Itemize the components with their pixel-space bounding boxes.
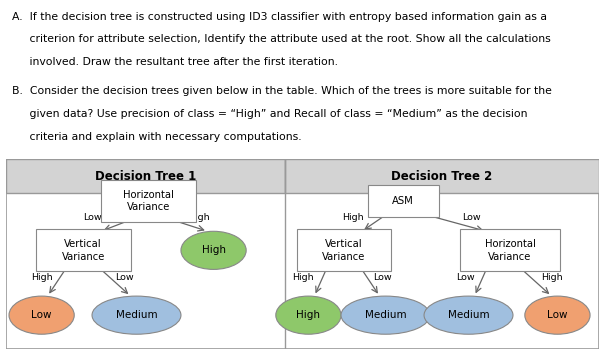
Text: Low: Low bbox=[547, 310, 567, 320]
FancyBboxPatch shape bbox=[296, 229, 391, 271]
FancyBboxPatch shape bbox=[36, 229, 131, 271]
FancyBboxPatch shape bbox=[6, 159, 285, 193]
Text: Vertical
Variance: Vertical Variance bbox=[62, 239, 105, 262]
Text: High: High bbox=[296, 310, 321, 320]
Text: Medium: Medium bbox=[116, 310, 157, 320]
Text: High: High bbox=[292, 273, 313, 282]
Text: Medium: Medium bbox=[448, 310, 489, 320]
Text: Low: Low bbox=[462, 214, 481, 222]
Text: High: High bbox=[342, 214, 364, 222]
Ellipse shape bbox=[9, 296, 74, 334]
Text: given data? Use precision of class = “High” and Recall of class = “Medium” as th: given data? Use precision of class = “Hi… bbox=[12, 109, 528, 119]
Ellipse shape bbox=[525, 296, 590, 334]
Text: Low: Low bbox=[31, 310, 52, 320]
Ellipse shape bbox=[424, 296, 513, 334]
Text: Low: Low bbox=[83, 214, 101, 222]
FancyBboxPatch shape bbox=[285, 159, 599, 193]
Ellipse shape bbox=[276, 296, 341, 334]
FancyBboxPatch shape bbox=[460, 229, 560, 271]
Text: A.  If the decision tree is constructed using ID3 classifier with entropy based : A. If the decision tree is constructed u… bbox=[12, 12, 547, 22]
Text: Decision Tree 2: Decision Tree 2 bbox=[391, 169, 492, 183]
Text: High: High bbox=[541, 273, 562, 282]
Text: Horizontal
Variance: Horizontal Variance bbox=[485, 239, 535, 262]
Text: criteria and explain with necessary computations.: criteria and explain with necessary comp… bbox=[12, 132, 302, 142]
Text: Decision Tree 1: Decision Tree 1 bbox=[95, 169, 196, 183]
Text: Vertical
Variance: Vertical Variance bbox=[322, 239, 365, 262]
FancyBboxPatch shape bbox=[368, 185, 439, 217]
Text: Medium: Medium bbox=[365, 310, 407, 320]
Ellipse shape bbox=[92, 296, 181, 334]
Text: involved. Draw the resultant tree after the first iteration.: involved. Draw the resultant tree after … bbox=[12, 58, 338, 67]
FancyBboxPatch shape bbox=[101, 180, 196, 222]
Text: criterion for attribute selection, Identify the attribute used at the root. Show: criterion for attribute selection, Ident… bbox=[12, 35, 551, 44]
Text: Low: Low bbox=[116, 273, 134, 282]
Text: Low: Low bbox=[456, 273, 475, 282]
Text: Low: Low bbox=[373, 273, 392, 282]
FancyBboxPatch shape bbox=[6, 159, 599, 349]
Text: High: High bbox=[201, 245, 226, 255]
Ellipse shape bbox=[181, 231, 246, 269]
Text: B.  Consider the decision trees given below in the table. Which of the trees is : B. Consider the decision trees given bel… bbox=[12, 86, 552, 96]
Text: ASM: ASM bbox=[393, 196, 414, 206]
Text: High: High bbox=[31, 273, 53, 282]
Text: Horizontal
Variance: Horizontal Variance bbox=[123, 190, 174, 212]
Text: High: High bbox=[188, 214, 209, 222]
Ellipse shape bbox=[341, 296, 430, 334]
